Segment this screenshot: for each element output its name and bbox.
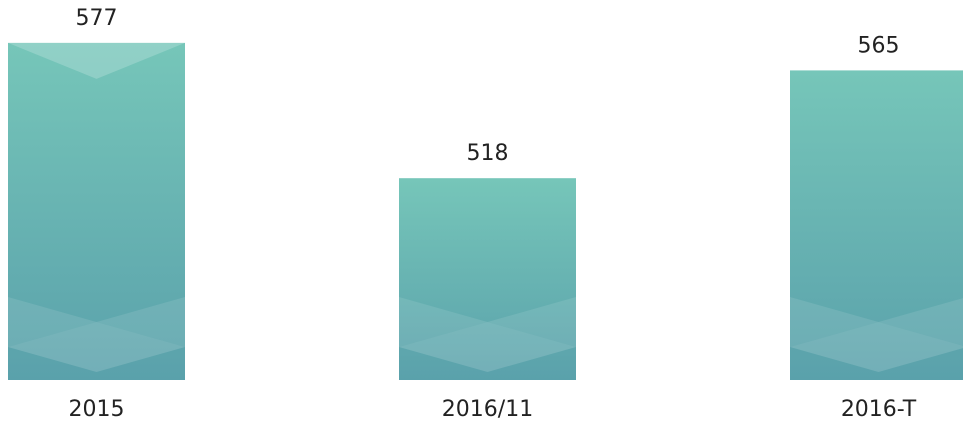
value-label: 565: [858, 33, 900, 58]
x-tick-label: 2016/11: [442, 397, 533, 422]
bar-decoration: [790, 297, 963, 347]
bar-decoration: [8, 297, 185, 347]
bar-decoration: [399, 322, 576, 372]
x-tick-label: 2016-T: [841, 397, 917, 422]
bar: [8, 42, 185, 380]
bar-decoration: [790, 322, 963, 372]
x-tick-label: 2015: [69, 397, 125, 422]
bar: [399, 178, 576, 380]
value-label: 577: [76, 6, 118, 31]
value-label: 518: [467, 141, 509, 166]
bar-decoration: [8, 322, 185, 372]
bar-decoration: [8, 42, 185, 79]
bar-decoration: [399, 297, 576, 347]
bar: [790, 70, 963, 381]
